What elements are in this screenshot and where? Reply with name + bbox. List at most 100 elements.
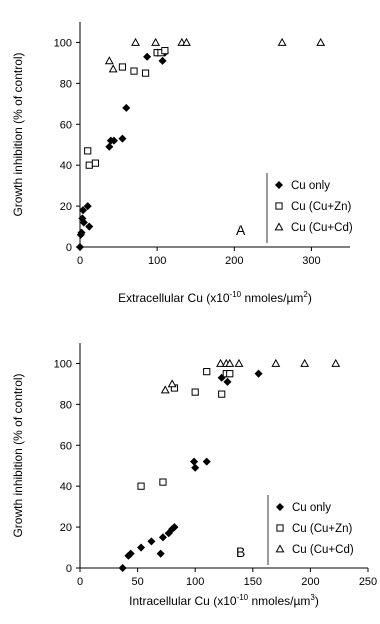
data-point-triangle xyxy=(234,358,244,367)
data-point-triangle xyxy=(316,37,326,46)
data-point-diamond xyxy=(79,218,88,227)
legend-entry: Cu (Cu+Zn) xyxy=(291,201,352,213)
data-point-triangle xyxy=(182,37,191,46)
x-axis-label: Extracellular Cu (x10-10 nmoles/µm2) xyxy=(118,290,312,305)
data-point-triangle xyxy=(151,37,161,46)
series-square xyxy=(84,47,169,169)
data-point-triangle xyxy=(160,385,170,394)
y-tick-label: 100 xyxy=(54,37,72,49)
data-point-triangle xyxy=(108,64,118,73)
data-point-diamond xyxy=(158,533,167,542)
series-square xyxy=(137,368,234,490)
legend-marker-triangle xyxy=(275,544,285,553)
x-tick-label: 100 xyxy=(148,255,166,267)
data-point-square xyxy=(130,67,138,75)
chart-panel-a: 0 100 200 300 0 20 40 60 80 100 Extracellular Cu (… xyxy=(11,22,353,305)
data-point-diamond xyxy=(254,369,263,378)
legend: Cu only Cu (Cu+Zn) Cu (Cu+Cd) xyxy=(267,495,354,565)
data-point-triangle xyxy=(216,358,225,367)
series-triangle xyxy=(104,37,326,73)
legend-entry: Cu (Cu+Zn) xyxy=(292,523,353,535)
data-point-square xyxy=(84,147,92,155)
data-point-square xyxy=(118,63,127,71)
x-tick-label: 150 xyxy=(244,576,262,588)
data-point-diamond xyxy=(147,537,156,546)
legend-entry: Cu only xyxy=(292,502,331,514)
data-point-square xyxy=(141,69,150,77)
y-tick-label: 0 xyxy=(66,563,72,575)
panel-label: B xyxy=(236,544,245,560)
data-point-diamond xyxy=(190,457,199,466)
legend-marker-diamond xyxy=(274,180,284,190)
data-point-triangle xyxy=(167,379,177,388)
data-point-diamond xyxy=(156,549,165,558)
data-point-diamond xyxy=(75,242,85,252)
legend-entry: Cu (Cu+Cd) xyxy=(292,544,354,556)
y-tick-label: 80 xyxy=(60,399,72,411)
data-point-square xyxy=(137,482,145,490)
legend-marker-square xyxy=(276,524,284,532)
legend-marker-diamond xyxy=(275,502,285,512)
x-tick-label: 0 xyxy=(77,576,83,588)
data-point-triangle xyxy=(331,358,341,367)
data-point-square xyxy=(203,368,211,376)
data-point-diamond xyxy=(158,56,167,65)
legend-marker-square xyxy=(275,202,283,210)
y-tick-label: 100 xyxy=(54,358,72,370)
data-point-square xyxy=(161,47,169,55)
data-point-triangle xyxy=(131,37,140,46)
chart-panel-b: 0 50 100 150 200 250 0 20 40 60 80 100 Intracellular… xyxy=(11,343,377,608)
data-point-diamond xyxy=(118,134,127,143)
data-point-diamond xyxy=(170,523,179,532)
data-point-triangle xyxy=(300,358,310,367)
data-point-square xyxy=(159,478,167,486)
legend: Cu only Cu (Cu+Zn) Cu (Cu+Cd) xyxy=(266,173,353,243)
data-point-triangle xyxy=(104,56,114,65)
x-axis-label: Intracellular Cu (x10-10 nmoles/µm3) xyxy=(129,593,319,608)
y-tick-label: 60 xyxy=(60,440,72,452)
data-point-diamond xyxy=(126,549,135,558)
data-point-square xyxy=(226,370,234,378)
y-tick-label: 40 xyxy=(60,160,72,172)
x-tick-label: 50 xyxy=(131,576,143,588)
data-point-triangle xyxy=(271,358,281,367)
x-tick-label: 300 xyxy=(302,255,320,267)
data-point-diamond xyxy=(223,377,232,386)
data-point-diamond xyxy=(79,206,88,215)
x-tick-label: 200 xyxy=(301,576,319,588)
data-point-diamond xyxy=(202,457,211,466)
data-point-diamond xyxy=(83,202,92,211)
legend-entry: Cu (Cu+Cd) xyxy=(291,222,353,234)
data-point-triangle xyxy=(277,37,287,46)
data-point-square xyxy=(191,388,199,396)
data-point-square xyxy=(218,390,226,398)
y-tick-label: 20 xyxy=(60,201,72,213)
legend-entry: Cu only xyxy=(291,180,330,192)
x-tick-label: 200 xyxy=(225,255,243,267)
data-point-diamond xyxy=(109,136,118,145)
y-tick-label: 80 xyxy=(60,78,72,90)
data-point-diamond xyxy=(105,142,114,151)
data-point-triangle xyxy=(225,358,235,367)
y-tick-label: 60 xyxy=(60,119,72,131)
y-tick-label: 0 xyxy=(66,242,72,254)
legend-marker-triangle xyxy=(274,222,284,231)
x-tick-label: 100 xyxy=(186,576,204,588)
series-diamond xyxy=(118,369,263,573)
y-tick-label: 40 xyxy=(60,481,72,493)
data-point-diamond xyxy=(122,103,131,112)
data-point-diamond xyxy=(191,463,200,472)
x-tick-label: 250 xyxy=(359,576,377,588)
y-tick-label: 20 xyxy=(60,522,72,534)
data-point-diamond xyxy=(137,543,146,552)
data-point-diamond xyxy=(77,228,86,237)
panel-label: A xyxy=(236,222,246,238)
data-point-diamond xyxy=(85,222,94,231)
data-point-square xyxy=(85,161,93,169)
x-tick-label: 0 xyxy=(77,255,83,267)
series-triangle xyxy=(160,358,341,394)
data-point-diamond xyxy=(118,563,127,573)
y-axis-label: Growth inhibition (% of control) xyxy=(11,52,25,216)
data-point-square xyxy=(91,159,100,167)
